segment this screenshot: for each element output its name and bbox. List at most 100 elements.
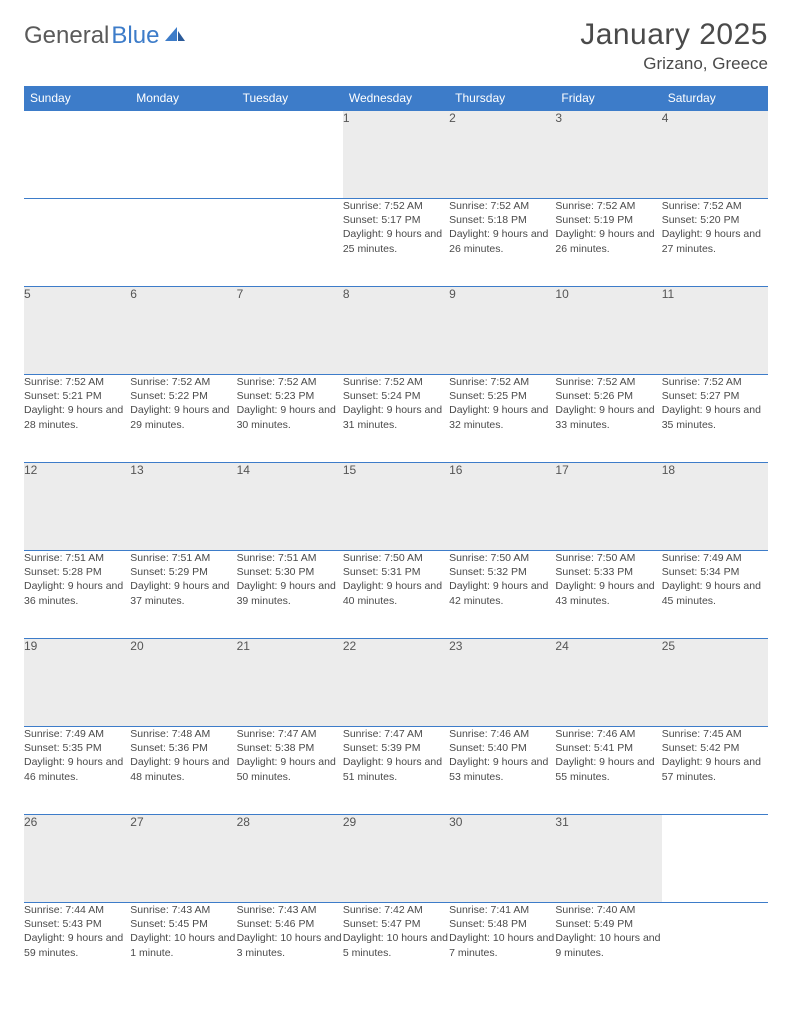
day-number-cell — [237, 111, 343, 199]
sunset-line: Sunset: 5:28 PM — [24, 565, 130, 579]
sunrise-line: Sunrise: 7:47 AM — [343, 727, 449, 741]
daylight-line: Daylight: 9 hours and 40 minutes. — [343, 579, 449, 607]
sunrise-line: Sunrise: 7:42 AM — [343, 903, 449, 917]
day-content-cell — [130, 199, 236, 287]
day-content-cell: Sunrise: 7:51 AMSunset: 5:29 PMDaylight:… — [130, 551, 236, 639]
sunset-line: Sunset: 5:32 PM — [449, 565, 555, 579]
day-number-cell: 3 — [555, 111, 661, 199]
daylight-line: Daylight: 9 hours and 55 minutes. — [555, 755, 661, 783]
daylight-line: Daylight: 10 hours and 1 minute. — [130, 931, 236, 959]
day-number-cell: 22 — [343, 639, 449, 727]
daynum-row: 262728293031 — [24, 815, 768, 903]
location: Grizano, Greece — [580, 54, 768, 74]
content-row: Sunrise: 7:51 AMSunset: 5:28 PMDaylight:… — [24, 551, 768, 639]
sunset-line: Sunset: 5:26 PM — [555, 389, 661, 403]
day-content-cell: Sunrise: 7:50 AMSunset: 5:33 PMDaylight:… — [555, 551, 661, 639]
daylight-line: Daylight: 9 hours and 59 minutes. — [24, 931, 130, 959]
calendar-page: GeneralBlue January 2025 Grizano, Greece… — [0, 0, 792, 1009]
sunset-line: Sunset: 5:17 PM — [343, 213, 449, 227]
day-content-cell: Sunrise: 7:49 AMSunset: 5:35 PMDaylight:… — [24, 727, 130, 815]
calendar-header-row: SundayMondayTuesdayWednesdayThursdayFrid… — [24, 86, 768, 111]
sunrise-line: Sunrise: 7:46 AM — [555, 727, 661, 741]
day-content-cell — [24, 199, 130, 287]
daylight-line: Daylight: 9 hours and 45 minutes. — [662, 579, 768, 607]
day-number-cell: 10 — [555, 287, 661, 375]
sunrise-line: Sunrise: 7:51 AM — [237, 551, 343, 565]
day-number-cell: 28 — [237, 815, 343, 903]
day-number-cell: 7 — [237, 287, 343, 375]
sunrise-line: Sunrise: 7:52 AM — [130, 375, 236, 389]
sunset-line: Sunset: 5:24 PM — [343, 389, 449, 403]
sunset-line: Sunset: 5:35 PM — [24, 741, 130, 755]
day-number-cell: 14 — [237, 463, 343, 551]
day-content-cell: Sunrise: 7:50 AMSunset: 5:32 PMDaylight:… — [449, 551, 555, 639]
day-number-cell: 8 — [343, 287, 449, 375]
sunset-line: Sunset: 5:46 PM — [237, 917, 343, 931]
sunset-line: Sunset: 5:22 PM — [130, 389, 236, 403]
day-number-cell: 30 — [449, 815, 555, 903]
daynum-row: 1234 — [24, 111, 768, 199]
day-number-cell: 13 — [130, 463, 236, 551]
day-number-cell: 27 — [130, 815, 236, 903]
sunrise-line: Sunrise: 7:41 AM — [449, 903, 555, 917]
daylight-line: Daylight: 9 hours and 36 minutes. — [24, 579, 130, 607]
calendar-table: SundayMondayTuesdayWednesdayThursdayFrid… — [24, 86, 768, 991]
sunset-line: Sunset: 5:38 PM — [237, 741, 343, 755]
day-number-cell: 1 — [343, 111, 449, 199]
day-content-cell: Sunrise: 7:52 AMSunset: 5:23 PMDaylight:… — [237, 375, 343, 463]
sunset-line: Sunset: 5:41 PM — [555, 741, 661, 755]
sunrise-line: Sunrise: 7:47 AM — [237, 727, 343, 741]
sunrise-line: Sunrise: 7:52 AM — [555, 375, 661, 389]
sunset-line: Sunset: 5:47 PM — [343, 917, 449, 931]
day-content-cell: Sunrise: 7:42 AMSunset: 5:47 PMDaylight:… — [343, 903, 449, 991]
day-content-cell: Sunrise: 7:51 AMSunset: 5:30 PMDaylight:… — [237, 551, 343, 639]
day-content-cell: Sunrise: 7:43 AMSunset: 5:46 PMDaylight:… — [237, 903, 343, 991]
day-content-cell: Sunrise: 7:52 AMSunset: 5:21 PMDaylight:… — [24, 375, 130, 463]
sunrise-line: Sunrise: 7:52 AM — [237, 375, 343, 389]
sunset-line: Sunset: 5:29 PM — [130, 565, 236, 579]
brand-logo: GeneralBlue — [24, 18, 187, 50]
sunrise-line: Sunrise: 7:52 AM — [662, 375, 768, 389]
daylight-line: Daylight: 9 hours and 53 minutes. — [449, 755, 555, 783]
day-number-cell: 24 — [555, 639, 661, 727]
day-number-cell: 5 — [24, 287, 130, 375]
sunrise-line: Sunrise: 7:48 AM — [130, 727, 236, 741]
calendar-body: 1234Sunrise: 7:52 AMSunset: 5:17 PMDayli… — [24, 111, 768, 991]
day-number-cell: 15 — [343, 463, 449, 551]
daylight-line: Daylight: 9 hours and 32 minutes. — [449, 403, 555, 431]
day-content-cell — [662, 903, 768, 991]
content-row: Sunrise: 7:52 AMSunset: 5:17 PMDaylight:… — [24, 199, 768, 287]
day-number-cell: 2 — [449, 111, 555, 199]
sunset-line: Sunset: 5:36 PM — [130, 741, 236, 755]
day-content-cell: Sunrise: 7:52 AMSunset: 5:17 PMDaylight:… — [343, 199, 449, 287]
day-number-cell: 19 — [24, 639, 130, 727]
day-content-cell: Sunrise: 7:48 AMSunset: 5:36 PMDaylight:… — [130, 727, 236, 815]
day-content-cell: Sunrise: 7:47 AMSunset: 5:39 PMDaylight:… — [343, 727, 449, 815]
sunrise-line: Sunrise: 7:40 AM — [555, 903, 661, 917]
sunrise-line: Sunrise: 7:51 AM — [130, 551, 236, 565]
daylight-line: Daylight: 10 hours and 5 minutes. — [343, 931, 449, 959]
daylight-line: Daylight: 9 hours and 35 minutes. — [662, 403, 768, 431]
sunset-line: Sunset: 5:45 PM — [130, 917, 236, 931]
daylight-line: Daylight: 9 hours and 25 minutes. — [343, 227, 449, 255]
day-header: Monday — [130, 86, 236, 111]
sunset-line: Sunset: 5:43 PM — [24, 917, 130, 931]
daylight-line: Daylight: 9 hours and 33 minutes. — [555, 403, 661, 431]
day-number-cell: 17 — [555, 463, 661, 551]
sunrise-line: Sunrise: 7:52 AM — [449, 375, 555, 389]
daynum-row: 12131415161718 — [24, 463, 768, 551]
sunset-line: Sunset: 5:30 PM — [237, 565, 343, 579]
sunrise-line: Sunrise: 7:52 AM — [343, 199, 449, 213]
day-number-cell — [130, 111, 236, 199]
content-row: Sunrise: 7:52 AMSunset: 5:21 PMDaylight:… — [24, 375, 768, 463]
day-content-cell: Sunrise: 7:46 AMSunset: 5:40 PMDaylight:… — [449, 727, 555, 815]
day-number-cell: 26 — [24, 815, 130, 903]
day-content-cell: Sunrise: 7:51 AMSunset: 5:28 PMDaylight:… — [24, 551, 130, 639]
sunset-line: Sunset: 5:18 PM — [449, 213, 555, 227]
day-number-cell: 29 — [343, 815, 449, 903]
day-header: Saturday — [662, 86, 768, 111]
day-content-cell: Sunrise: 7:52 AMSunset: 5:26 PMDaylight:… — [555, 375, 661, 463]
daylight-line: Daylight: 9 hours and 30 minutes. — [237, 403, 343, 431]
sunrise-line: Sunrise: 7:50 AM — [449, 551, 555, 565]
sunrise-line: Sunrise: 7:50 AM — [555, 551, 661, 565]
